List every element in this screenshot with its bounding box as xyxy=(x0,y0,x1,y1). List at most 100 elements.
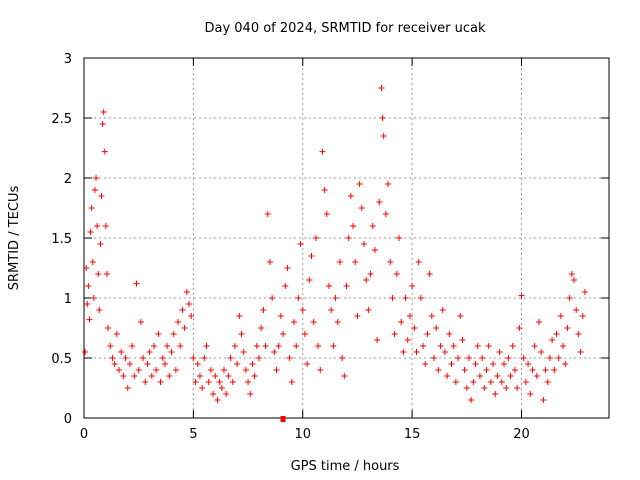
data-point xyxy=(501,361,507,367)
data-point xyxy=(496,349,503,355)
data-point xyxy=(461,367,468,373)
data-point xyxy=(472,361,479,367)
data-point xyxy=(116,367,122,373)
data-point xyxy=(494,373,501,379)
data-point xyxy=(439,307,446,313)
data-point xyxy=(378,85,385,91)
data-point xyxy=(382,211,389,217)
data-point xyxy=(282,283,289,289)
data-point xyxy=(159,355,166,361)
data-point xyxy=(420,343,427,349)
data-point xyxy=(380,133,387,139)
data-point xyxy=(417,295,424,301)
data-point xyxy=(520,355,527,361)
data-point xyxy=(435,367,442,373)
data-point xyxy=(216,379,223,385)
x-axis-label: GPS time / hours xyxy=(291,459,400,474)
data-point xyxy=(529,367,536,373)
data-point xyxy=(321,187,328,193)
data-point xyxy=(94,223,101,229)
data-point xyxy=(161,361,168,367)
data-point xyxy=(557,313,564,319)
data-point xyxy=(509,343,516,349)
y-tick-label: 2.5 xyxy=(51,112,72,127)
data-point xyxy=(88,205,95,211)
data-point xyxy=(306,277,313,283)
data-point xyxy=(225,373,232,379)
data-point xyxy=(317,367,324,373)
data-point xyxy=(151,343,157,349)
data-point xyxy=(555,355,562,361)
data-point xyxy=(404,337,411,343)
data-point xyxy=(564,325,571,331)
data-point xyxy=(492,391,499,397)
data-point xyxy=(231,343,238,349)
data-point xyxy=(343,283,350,289)
scatter-points xyxy=(82,85,588,403)
data-point xyxy=(175,319,182,325)
data-point xyxy=(155,331,162,337)
data-point xyxy=(229,379,236,385)
data-point xyxy=(214,397,221,403)
data-point xyxy=(356,181,363,187)
data-point xyxy=(122,355,129,361)
data-point xyxy=(253,343,260,349)
data-point xyxy=(109,355,116,361)
data-point xyxy=(525,361,532,367)
data-point xyxy=(312,235,319,241)
data-point xyxy=(409,283,416,289)
data-point xyxy=(157,379,164,385)
data-point xyxy=(450,343,457,349)
data-point xyxy=(186,301,192,307)
data-point xyxy=(207,367,214,373)
data-point xyxy=(142,379,149,385)
data-point xyxy=(498,379,505,385)
data-point xyxy=(96,307,103,313)
data-point xyxy=(542,367,549,373)
data-point xyxy=(86,316,93,323)
data-point xyxy=(299,307,306,313)
data-point xyxy=(280,331,287,337)
data-point xyxy=(389,295,396,301)
data-point xyxy=(100,109,107,115)
x-tick-label: 20 xyxy=(513,427,530,442)
data-point xyxy=(93,175,100,181)
data-point xyxy=(102,223,109,229)
data-point xyxy=(468,397,475,403)
data-point xyxy=(402,295,409,301)
data-point xyxy=(422,361,429,367)
data-point xyxy=(533,373,540,379)
data-point xyxy=(144,361,151,367)
data-point xyxy=(118,349,125,355)
data-point xyxy=(531,343,538,349)
extra-marks xyxy=(280,416,286,422)
data-point xyxy=(470,379,477,385)
data-point xyxy=(264,211,271,217)
data-point xyxy=(256,355,262,361)
data-point xyxy=(286,355,293,361)
data-point xyxy=(553,331,560,337)
data-point xyxy=(181,325,188,331)
data-point xyxy=(262,343,269,349)
data-point xyxy=(113,331,120,337)
data-point xyxy=(581,289,588,295)
data-point xyxy=(140,355,147,361)
data-point xyxy=(310,319,317,325)
data-point xyxy=(89,259,96,265)
data-point xyxy=(124,385,131,391)
data-point xyxy=(415,259,422,265)
data-point xyxy=(188,313,195,319)
data-point xyxy=(566,295,573,301)
data-point xyxy=(148,373,155,379)
data-point xyxy=(540,397,547,403)
data-point xyxy=(201,355,208,361)
data-point xyxy=(240,349,247,355)
data-point xyxy=(507,373,514,379)
data-point xyxy=(361,241,367,247)
data-point xyxy=(487,379,494,385)
data-point xyxy=(164,343,171,349)
data-point xyxy=(577,349,584,355)
data-point xyxy=(247,391,254,397)
data-point xyxy=(196,373,203,379)
